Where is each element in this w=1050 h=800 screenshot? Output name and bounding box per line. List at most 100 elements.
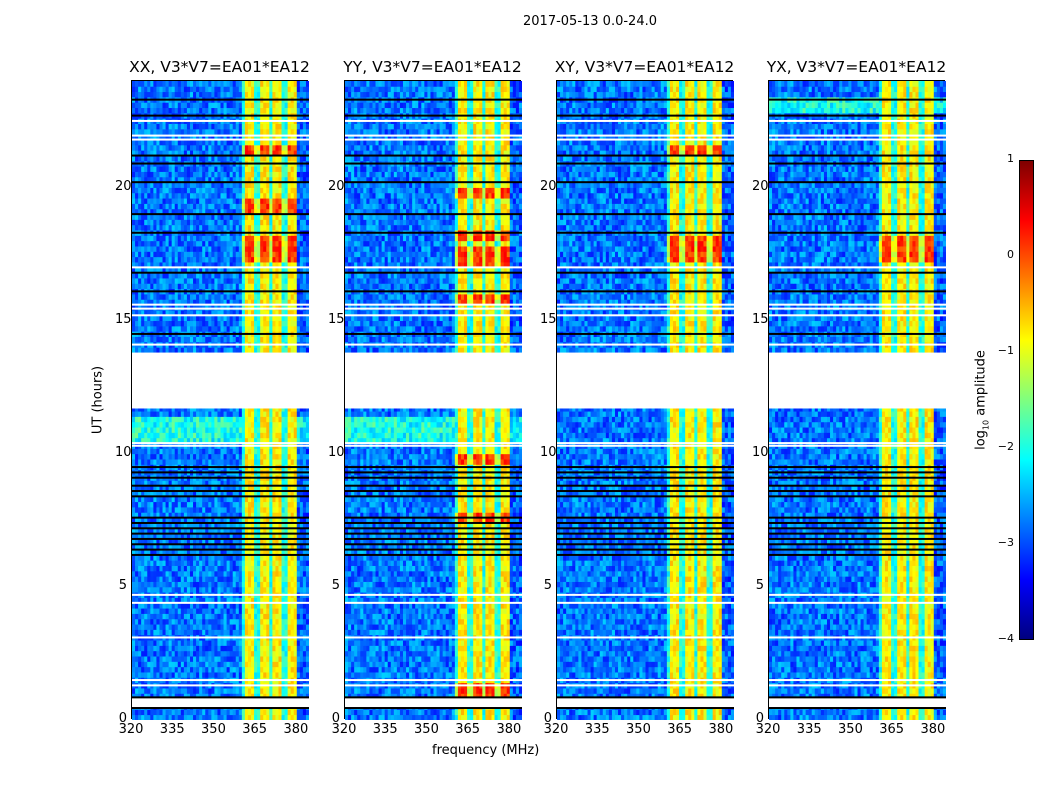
heatmap-cell [266,613,270,620]
heatmap-cell [202,576,206,582]
heatmap-cell [135,629,139,636]
heatmap-cell [132,560,136,566]
heatmap-cell [226,560,231,566]
heatmap-cell [302,672,307,678]
heatmap-cell [232,267,237,274]
heatmap-cell [284,661,289,668]
heatmap-cell [168,405,173,412]
heatmap-cell [180,496,185,503]
heatmap-cell [223,278,228,284]
heatmap-cell [202,613,206,620]
heatmap-cell [272,262,276,268]
heatmap-cell [165,650,170,657]
heatmap-cell [299,512,304,519]
heatmap-cell [223,480,228,487]
heatmap-cell [144,538,148,545]
heatmap-cell [199,581,203,588]
heatmap-cell [180,512,185,519]
heatmap-cell [229,507,234,513]
figure-title: 2017-05-13 0.0-24.0 [0,14,1050,29]
heatmap-cell [299,485,304,492]
heatmap-cell [208,480,212,487]
heatmap-cell [189,294,194,300]
heatmap-cell [272,528,276,535]
heatmap-cell [199,501,203,508]
heatmap-cell [226,421,231,428]
heatmap-cell [165,709,170,716]
heatmap-cell [183,672,188,678]
heatmap-cell [211,688,215,694]
heatmap-cell [147,581,151,588]
heatmap-cell [177,299,182,306]
heatmap-cell [150,554,154,561]
heatmap-cell [272,278,276,284]
heatmap-cell [272,304,276,311]
heatmap-cell [235,267,240,274]
heatmap-cell [162,570,166,577]
heatmap-cell [260,278,264,284]
heatmap-cell [196,320,200,327]
heatmap-cell [180,267,185,274]
heatmap-cell [138,294,142,300]
heatmap-cell [244,661,249,668]
heatmap-cell [272,491,276,497]
heatmap-cell [199,613,203,620]
heatmap-cell [241,411,246,417]
heatmap-cell [226,554,231,561]
heatmap-cell [266,304,270,311]
heatmap-cell [302,262,307,268]
heatmap-cell [290,597,295,604]
heatmap-cell [223,325,228,332]
heatmap-cell [180,645,185,652]
heatmap-cell [205,581,209,588]
heatmap-cell [135,459,139,465]
heatmap-cell [284,709,289,716]
heatmap-cell [214,299,218,306]
heatmap-cell [174,421,179,428]
heatmap-cell [281,304,285,311]
heatmap-cell [171,640,176,646]
heatmap-cell [238,666,243,673]
heatmap-cell [247,528,252,535]
heatmap-cell [290,507,295,513]
heatmap-cell [189,501,194,508]
heatmap-cell [302,560,307,566]
heatmap-cell [232,656,237,662]
heatmap-cell [180,507,185,513]
heatmap-cell [135,714,139,720]
heatmap-cell [220,437,224,444]
heatmap-cell [232,645,237,652]
heatmap-cell [244,325,249,332]
heatmap-cell [244,347,249,353]
heatmap-cell [135,597,139,604]
heatmap-cell [305,347,309,353]
heatmap-cell [141,661,145,668]
heatmap-cell [269,501,273,508]
heatmap-cell [275,608,279,614]
heatmap-cell [275,560,279,566]
heatmap-cell [260,650,264,657]
heatmap-cell [244,602,249,609]
heatmap-cell [162,528,166,535]
heatmap-cell [168,299,173,306]
heatmap-cell [205,427,209,433]
heatmap-cell [235,608,240,614]
heatmap-cell [226,262,231,268]
heatmap-cell [263,512,267,519]
heatmap-cell [217,416,221,423]
heatmap-cell [266,283,270,290]
heatmap-cell [269,315,273,322]
heatmap-cell [244,645,249,652]
heatmap-cell [171,501,176,508]
heatmap-cell [165,608,170,614]
heatmap-cell [168,278,173,284]
heatmap-cell [162,645,166,652]
heatmap-cell [177,278,182,284]
heatmap-cell [235,586,240,593]
heatmap-cell [168,459,173,465]
heatmap-cell [254,262,258,268]
heatmap-cell [260,501,264,508]
heatmap-cell [135,267,139,274]
heatmap-cell [141,432,145,439]
heatmap-cell [251,554,255,561]
